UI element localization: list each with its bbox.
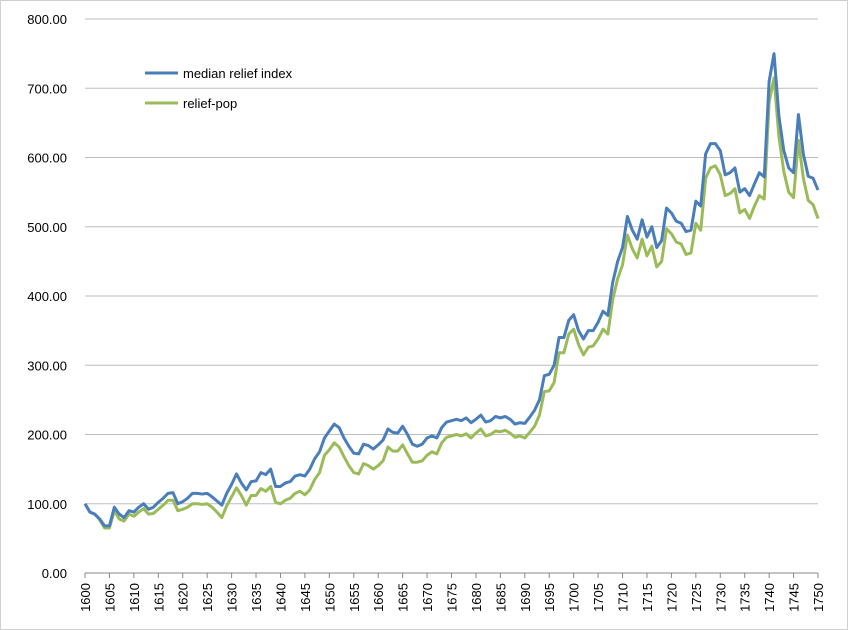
x-tick-label: 1625 xyxy=(200,583,215,612)
series-line xyxy=(83,76,820,530)
x-tick-label: 1680 xyxy=(469,583,484,612)
y-tick-label: 500.00 xyxy=(27,220,67,235)
x-tick-label: 1650 xyxy=(322,583,337,612)
series-line xyxy=(83,52,820,528)
x-tick-label: 1670 xyxy=(420,583,435,612)
x-tick-label: 1660 xyxy=(371,583,386,612)
x-tick-label: 1695 xyxy=(542,583,557,612)
legend-label: median relief index xyxy=(183,66,293,81)
y-tick-label: 400.00 xyxy=(27,289,67,304)
y-tick-label: 700.00 xyxy=(27,81,67,96)
x-tick-label: 1615 xyxy=(151,583,166,612)
y-tick-label: 800.00 xyxy=(27,12,67,27)
x-tick-label: 1700 xyxy=(567,583,582,612)
x-tick-label: 1710 xyxy=(616,583,631,612)
x-tick-label: 1705 xyxy=(591,583,606,612)
x-tick-label: 1740 xyxy=(762,583,777,612)
y-tick-label: 600.00 xyxy=(27,151,67,166)
x-tick-label: 1655 xyxy=(347,583,362,612)
y-tick-label: 0.00 xyxy=(42,566,67,581)
x-tick-label: 1745 xyxy=(787,583,802,612)
x-tick-label: 1600 xyxy=(78,583,93,612)
x-tick-label: 1635 xyxy=(249,583,264,612)
y-tick-label: 300.00 xyxy=(27,358,67,373)
x-tick-label: 1690 xyxy=(518,583,533,612)
x-tick-label: 1685 xyxy=(493,583,508,612)
x-tick-label: 1620 xyxy=(176,583,191,612)
x-tick-label: 1665 xyxy=(396,583,411,612)
x-tick-label: 1610 xyxy=(127,583,142,612)
x-tick-label: 1735 xyxy=(738,583,753,612)
x-tick-label: 1675 xyxy=(445,583,460,612)
y-tick-label: 100.00 xyxy=(27,497,67,512)
legend-label: relief-pop xyxy=(183,96,237,111)
x-tick-label: 1605 xyxy=(102,583,117,612)
x-tick-label: 1725 xyxy=(689,583,704,612)
x-tick-label: 1750 xyxy=(811,583,826,612)
x-tick-label: 1730 xyxy=(713,583,728,612)
y-tick-label: 200.00 xyxy=(27,428,67,443)
x-tick-label: 1715 xyxy=(640,583,655,612)
x-tick-label: 1720 xyxy=(664,583,679,612)
x-tick-label: 1645 xyxy=(298,583,313,612)
x-tick-label: 1630 xyxy=(225,583,240,612)
x-tick-label: 1640 xyxy=(273,583,288,612)
